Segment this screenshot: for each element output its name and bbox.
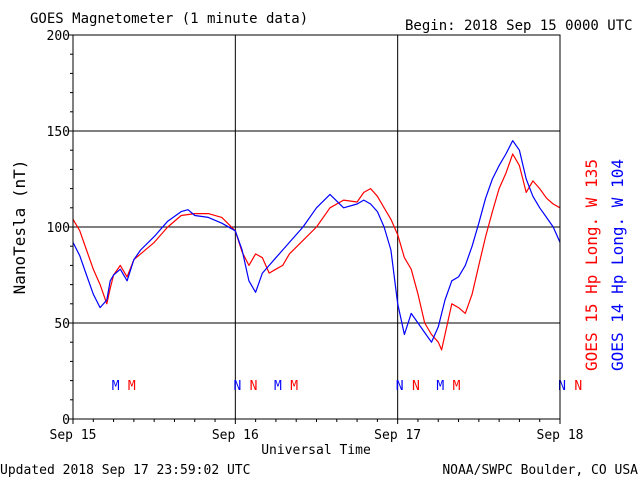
updated-timestamp: Updated 2018 Sep 17 23:59:02 UTC [0, 463, 250, 478]
chart-title: GOES Magnetometer (1 minute data) [30, 11, 308, 27]
local-midnight-marker: M [290, 379, 298, 394]
y-tick-label: 150 [47, 125, 70, 140]
y-tick-label: 0 [62, 413, 70, 428]
local-midnight-marker: M [453, 379, 461, 394]
local-noon-marker: N [574, 379, 582, 394]
series-goes15-line [72, 153, 561, 351]
data-credit: NOAA/SWPC Boulder, CO USA [442, 463, 638, 478]
x-tick-label: Sep 15 [50, 428, 97, 443]
series-layer [72, 140, 561, 351]
x-tick-label: Sep 18 [537, 428, 584, 443]
y-axis: 0 50 100 150 200 [47, 29, 73, 428]
x-axis-label: Universal Time [261, 443, 371, 458]
local-midnight-marker: M [436, 379, 444, 394]
local-noon-marker: N [396, 379, 404, 394]
local-noon-marker: N [233, 379, 241, 394]
y-axis-label: NanoTesla (nT) [10, 160, 29, 295]
y-tick-label: 100 [47, 221, 70, 236]
legend-goes15: GOES 15 Hp Long. W 135 [582, 159, 601, 371]
local-midnight-marker: M [274, 379, 282, 394]
y-tick-label: 50 [54, 317, 70, 332]
grid-layer [73, 35, 560, 419]
local-midnight-marker: M [128, 379, 136, 394]
local-noon-marker: N [412, 379, 420, 394]
x-tick-label: Sep 16 [212, 428, 259, 443]
series-goes14-line [72, 140, 561, 343]
legend-goes14: GOES 14 Hp Long. W 104 [608, 159, 627, 371]
marker-layer: M M MN N NM M MN N N [112, 379, 582, 394]
y-tick-label: 200 [47, 29, 70, 44]
local-noon-marker: N [558, 379, 566, 394]
local-noon-marker: N [250, 379, 258, 394]
x-axis: Sep 15 Sep 16 Sep 17 Sep 18 [50, 419, 584, 443]
x-tick-label: Sep 17 [374, 428, 421, 443]
begin-time-label: Begin: 2018 Sep 15 0000 UTC [405, 18, 633, 34]
local-midnight-marker: M [112, 379, 120, 394]
